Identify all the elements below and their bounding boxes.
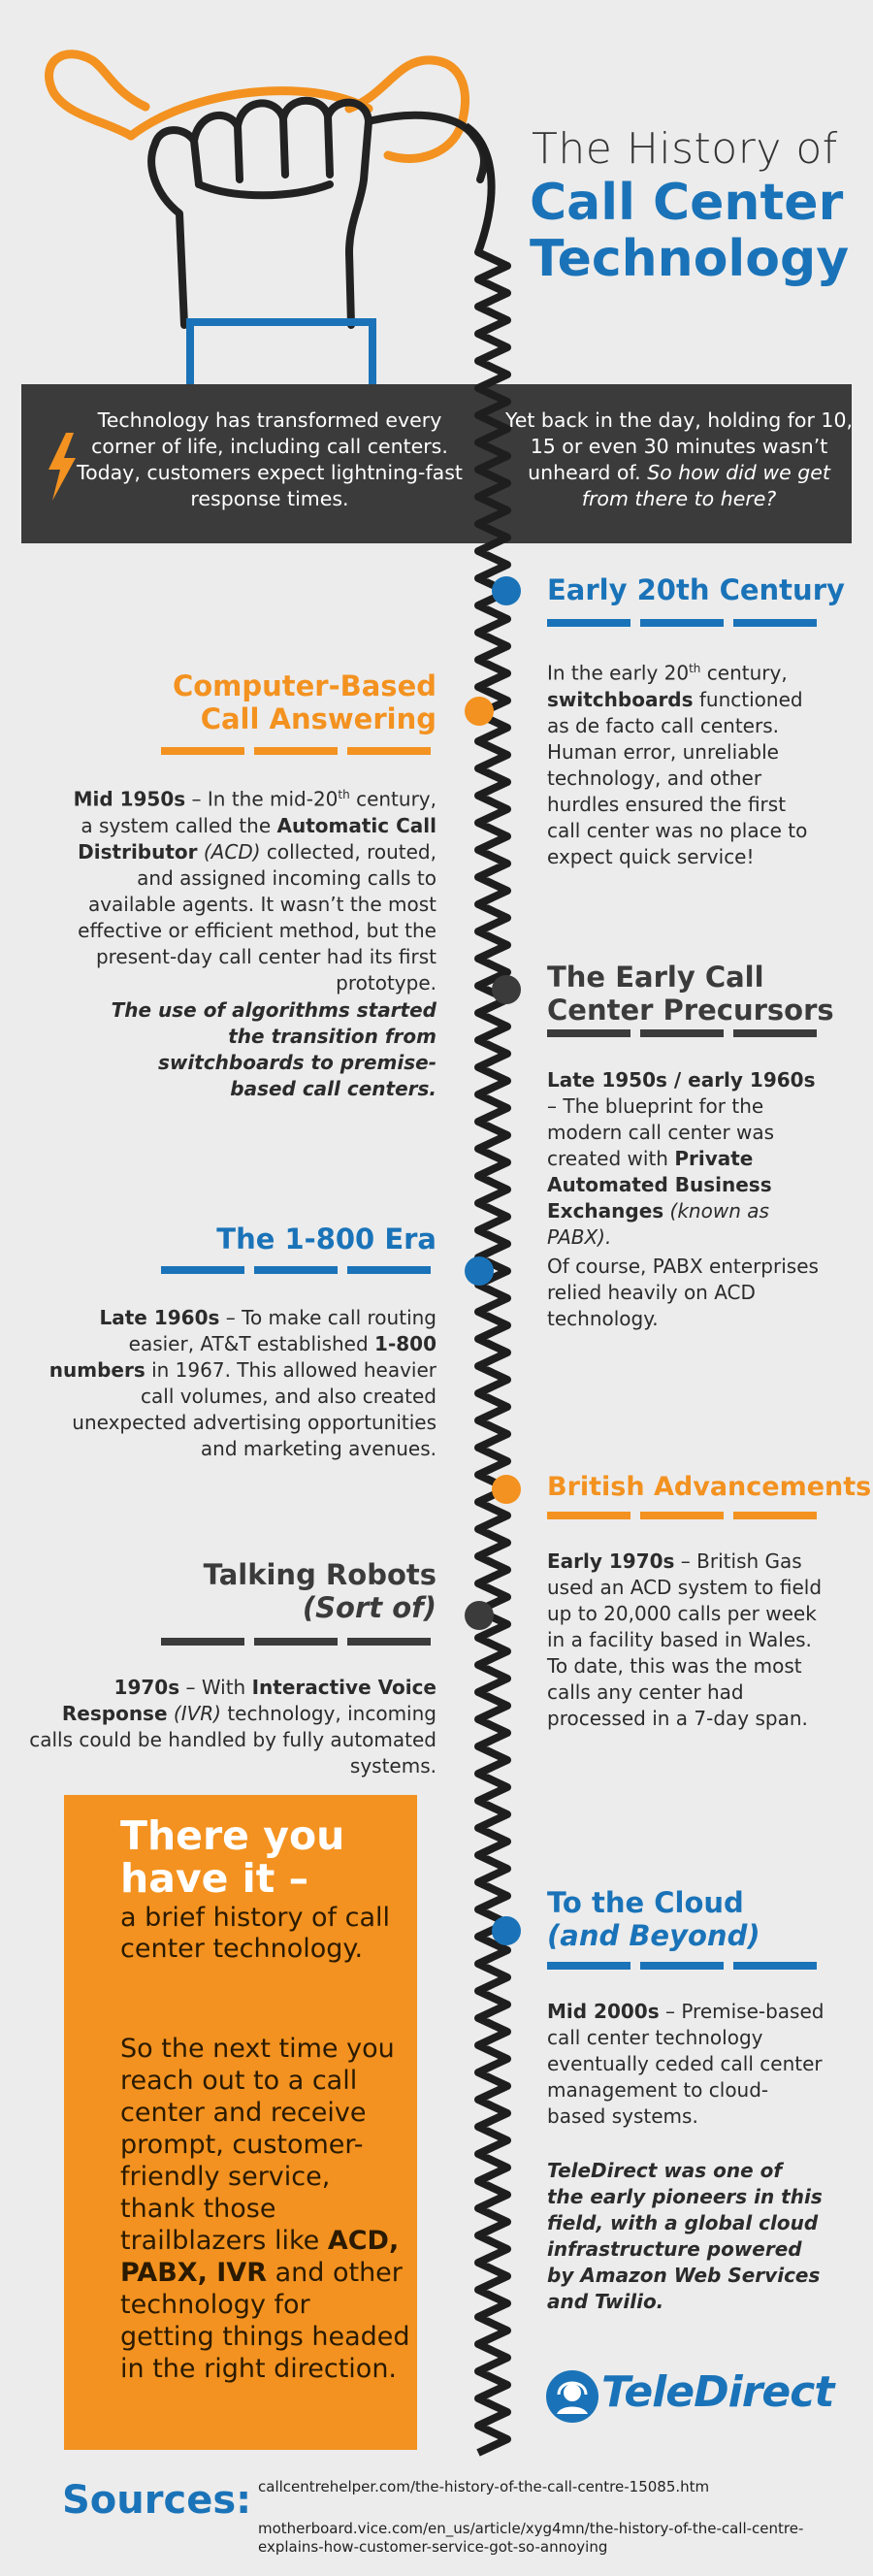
heading-early-20th: Early 20th Century <box>547 573 845 606</box>
note-computer-based: The use of algorithms started the transi… <box>111 998 436 1100</box>
teledirect-logo-text: TeleDirect <box>601 2367 834 2417</box>
text-1800-era: Late 1960s – To make call routing easier… <box>48 1306 436 1460</box>
teledirect-headset-icon <box>546 2370 598 2423</box>
divider-computer-based <box>161 747 431 755</box>
heading-1800-era: The 1-800 Era <box>216 1223 436 1255</box>
text-talking-robots: 1970s – With Interactive Voice Response … <box>29 1676 436 1777</box>
phone-hand-illustration <box>45 49 488 388</box>
timeline-dot-precursors <box>492 975 521 1004</box>
divider-1800-era <box>161 1266 431 1274</box>
divider-cloud <box>547 1962 817 1970</box>
text-british: Early 1970s – British Gas used an ACD sy… <box>547 1549 823 1730</box>
heading-precursors: The Early Call Center Precursors <box>547 961 834 1027</box>
text-precursors-2: Of course, PABX enterprises relied heavi… <box>547 1255 819 1330</box>
note-cloud: TeleDirect was one of the early pioneers… <box>547 2159 823 2313</box>
timeline-dot-1800 <box>465 1256 494 1286</box>
timeline-dot-robots <box>465 1601 494 1630</box>
text-precursors: Late 1950s / early 1960s – The blueprint… <box>547 1068 816 1249</box>
heading-computer-based: Computer-Based Call Answering <box>172 669 436 735</box>
intro-banner <box>21 384 852 543</box>
source-link-2[interactable]: motherboard.vice.com/en_us/article/xyg4m… <box>258 2520 804 2556</box>
text-cloud: Mid 2000s – Premise-based call center te… <box>547 2000 824 2128</box>
lightning-bolt-icon <box>48 433 76 501</box>
intro-right-italic: So how did we get from there to here? <box>581 461 830 510</box>
phone-handset-icon <box>45 49 470 163</box>
title-line-3: Technology <box>530 230 850 288</box>
source-link-1[interactable]: callcentrehelper.com/the-history-of-the-… <box>258 2478 710 2495</box>
timeline-dot-early20 <box>492 576 521 605</box>
summary-subhead: a brief history of call center technolog… <box>120 1903 391 1964</box>
timeline-dot-computer <box>465 697 494 726</box>
divider-early-20th <box>547 619 817 627</box>
heading-talking-robots: Talking Robots (Sort of) <box>203 1558 436 1624</box>
intro-right-text: Yet back in the day, holding for 10, 15 … <box>504 408 854 512</box>
timeline-dot-cloud <box>492 1916 521 1945</box>
timeline-dot-british <box>492 1475 521 1504</box>
summary-headline: There you have it – <box>120 1812 345 1902</box>
text-computer-based: Mid 1950s – In the mid-20th century, a s… <box>73 787 436 995</box>
title-line-1: The History of <box>532 124 838 174</box>
divider-precursors <box>547 1029 817 1037</box>
fist-icon <box>147 96 488 329</box>
title-line-2: Call Center <box>530 174 844 232</box>
summary-box <box>64 1795 417 2450</box>
heading-cloud: To the Cloud (and Beyond) <box>547 1886 760 1952</box>
sleeve-cuff <box>186 318 376 388</box>
timeline-dots <box>465 576 521 1945</box>
text-early-20th: In the early 20th century, switchboards … <box>547 661 808 868</box>
heading-british: British Advancements <box>547 1472 872 1502</box>
divider-british <box>547 1512 817 1519</box>
title-main: Call Center Technology <box>530 175 849 287</box>
divider-talking-robots <box>161 1638 431 1646</box>
intro-right-plain: Yet back in the day, holding for 10, 15 … <box>504 408 854 484</box>
intro-left-text: Technology has transformed every corner … <box>77 408 463 510</box>
summary-body: So the next time you reach out to a call… <box>120 2034 410 2384</box>
sources-label: Sources: <box>62 2478 252 2523</box>
